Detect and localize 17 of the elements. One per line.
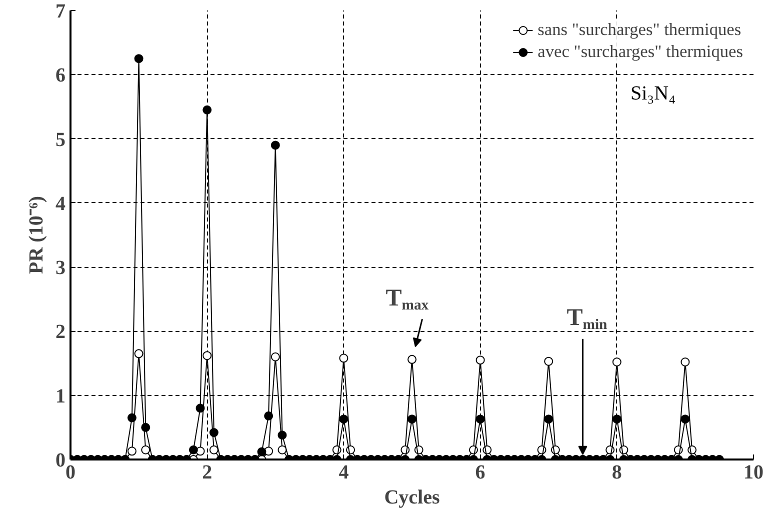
- y-tick-label: 4: [56, 192, 66, 215]
- x-axis-title: Cycles: [384, 486, 440, 508]
- y-axis-title: PR (10⁻⁶): [26, 196, 48, 274]
- y-tick-label: 3: [56, 257, 66, 280]
- y-tick-label: 2: [56, 321, 66, 344]
- x-tick-label: 4: [338, 462, 349, 484]
- x-tick-label: 8: [612, 462, 622, 484]
- annotation: Si₃N₄: [630, 82, 676, 104]
- legend-label: avec "surcharges" thermiques: [538, 42, 743, 62]
- y-tick-label: 5: [56, 128, 66, 151]
- x-tick-label: 6: [475, 462, 486, 484]
- y-tick-label: 1: [56, 385, 66, 408]
- x-tick-label: 2: [202, 462, 212, 484]
- y-tick-label: 7: [56, 0, 66, 22]
- legend-label: sans "surcharges" thermiques: [538, 20, 742, 40]
- y-tick-label: 6: [56, 64, 66, 87]
- x-tick-label: 10: [744, 462, 764, 484]
